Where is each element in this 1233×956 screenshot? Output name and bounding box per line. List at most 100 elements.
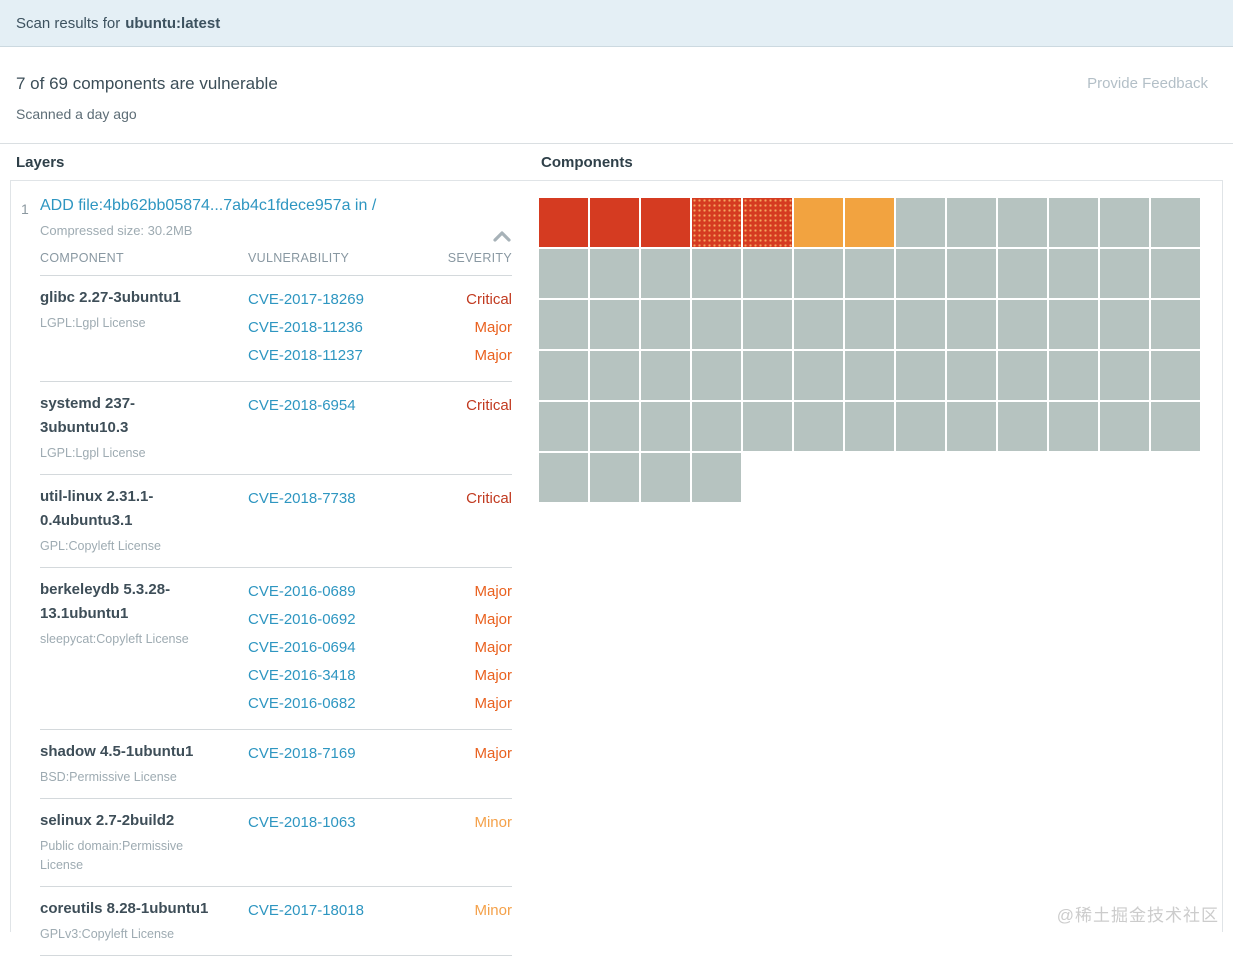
component-square-clean[interactable]: [998, 300, 1047, 349]
component-square-clean[interactable]: [1100, 300, 1149, 349]
component-square-clean[interactable]: [845, 402, 894, 451]
component-square-clean[interactable]: [641, 402, 690, 451]
cve-list: CVE-2018-7169: [248, 740, 426, 787]
component-square-clean[interactable]: [539, 402, 588, 451]
component-square-clean[interactable]: [794, 300, 843, 349]
cve-link[interactable]: CVE-2018-1063: [248, 814, 356, 831]
component-square-clean[interactable]: [743, 300, 792, 349]
component-square-critical[interactable]: [641, 198, 690, 247]
component-license: Public domain:Permissive License: [40, 839, 184, 872]
component-square-clean[interactable]: [743, 249, 792, 298]
component-square-clean[interactable]: [692, 402, 741, 451]
component-square-clean[interactable]: [998, 198, 1047, 247]
component-square-clean[interactable]: [896, 300, 945, 349]
component-square-clean[interactable]: [794, 402, 843, 451]
component-square-clean[interactable]: [590, 300, 639, 349]
component-square-clean[interactable]: [1049, 198, 1098, 247]
component-square-clean[interactable]: [692, 300, 741, 349]
layer-header: 1 ADD file:4bb62bb05874...7ab4c1fdece957…: [21, 197, 512, 242]
component-square-clean[interactable]: [947, 351, 996, 400]
component-square-clean[interactable]: [794, 249, 843, 298]
cve-link[interactable]: CVE-2016-0694: [248, 639, 356, 656]
cve-link[interactable]: CVE-2016-3418: [248, 667, 356, 684]
component-square-clean[interactable]: [845, 249, 894, 298]
component-square-clean[interactable]: [590, 351, 639, 400]
component-square-clean[interactable]: [845, 351, 894, 400]
severity-list: Critical Major Major: [426, 286, 512, 370]
component-square-clean[interactable]: [794, 351, 843, 400]
component-square-minor[interactable]: [845, 198, 894, 247]
component-square-clean[interactable]: [1049, 402, 1098, 451]
component-square-clean[interactable]: [743, 351, 792, 400]
component-square-clean[interactable]: [896, 249, 945, 298]
component-square-clean[interactable]: [641, 351, 690, 400]
component-square-clean[interactable]: [896, 402, 945, 451]
component-square-clean[interactable]: [641, 249, 690, 298]
severity-label: Major: [474, 583, 512, 600]
component-square-clean[interactable]: [692, 249, 741, 298]
component-square-clean[interactable]: [1100, 249, 1149, 298]
cve-link[interactable]: CVE-2018-7169: [248, 745, 356, 762]
component-square-clean[interactable]: [590, 453, 639, 502]
component-square-clean[interactable]: [1100, 351, 1149, 400]
component-square-clean[interactable]: [539, 249, 588, 298]
component-square-clean[interactable]: [998, 249, 1047, 298]
cve-link[interactable]: CVE-2017-18018: [248, 902, 364, 919]
component-square-clean[interactable]: [1049, 351, 1098, 400]
component-square-major[interactable]: [743, 198, 792, 247]
cve-link[interactable]: CVE-2018-6954: [248, 397, 356, 414]
cve-link[interactable]: CVE-2018-11236: [248, 319, 363, 336]
layer-instruction-link[interactable]: ADD file:4bb62bb05874...7ab4c1fdece957a …: [40, 197, 377, 214]
component-square-clean[interactable]: [1049, 300, 1098, 349]
cve-link[interactable]: CVE-2016-0682: [248, 695, 356, 712]
component-square-clean[interactable]: [896, 351, 945, 400]
component-square-clean[interactable]: [539, 453, 588, 502]
provide-feedback-link[interactable]: Provide Feedback: [1087, 75, 1208, 92]
cve-list: CVE-2017-18018: [248, 897, 426, 944]
cve-link[interactable]: CVE-2017-18269: [248, 291, 364, 308]
layer-number: 1: [21, 201, 29, 217]
component-square-minor[interactable]: [794, 198, 843, 247]
component-square-clean[interactable]: [998, 402, 1047, 451]
component-square-clean[interactable]: [539, 351, 588, 400]
component-square-clean[interactable]: [947, 198, 996, 247]
cve-link[interactable]: CVE-2018-7738: [248, 490, 356, 507]
component-square-clean[interactable]: [1151, 402, 1200, 451]
severity-label: Major: [474, 639, 512, 656]
chevron-up-icon[interactable]: [492, 229, 512, 243]
component-square-clean[interactable]: [539, 300, 588, 349]
component-square-clean[interactable]: [641, 300, 690, 349]
component-square-clean[interactable]: [947, 300, 996, 349]
severity-column-header: SEVERITY: [447, 251, 512, 265]
component-square-clean[interactable]: [1049, 249, 1098, 298]
severity-label: Major: [474, 611, 512, 628]
component-square-clean[interactable]: [692, 453, 741, 502]
component-square-clean[interactable]: [896, 198, 945, 247]
component-square-clean[interactable]: [590, 249, 639, 298]
component-square-clean[interactable]: [641, 453, 690, 502]
vulnerability-table-header: COMPONENT VULNERABILITY SEVERITY: [40, 238, 512, 276]
component-square-clean[interactable]: [1100, 402, 1149, 451]
component-square-clean[interactable]: [998, 351, 1047, 400]
component-square-critical[interactable]: [590, 198, 639, 247]
component-square-clean[interactable]: [1151, 351, 1200, 400]
title-prefix: Scan results for: [16, 14, 121, 32]
severity-label: Major: [474, 319, 512, 336]
component-square-clean[interactable]: [743, 402, 792, 451]
cve-link[interactable]: CVE-2016-0692: [248, 611, 356, 628]
component-square-critical[interactable]: [539, 198, 588, 247]
component-square-clean[interactable]: [1151, 198, 1200, 247]
component-square-clean[interactable]: [692, 351, 741, 400]
component-square-clean[interactable]: [590, 402, 639, 451]
component-license: LGPL:Lgpl License: [40, 446, 146, 460]
component-square-clean[interactable]: [947, 402, 996, 451]
component-square-clean[interactable]: [1100, 198, 1149, 247]
component-square-clean[interactable]: [845, 300, 894, 349]
component-square-major[interactable]: [692, 198, 741, 247]
cve-link[interactable]: CVE-2016-0689: [248, 583, 356, 600]
cve-link[interactable]: CVE-2018-11237: [248, 347, 363, 364]
component-square-clean[interactable]: [947, 249, 996, 298]
image-name: ubuntu:latest: [125, 14, 221, 32]
component-square-clean[interactable]: [1151, 300, 1200, 349]
component-square-clean[interactable]: [1151, 249, 1200, 298]
